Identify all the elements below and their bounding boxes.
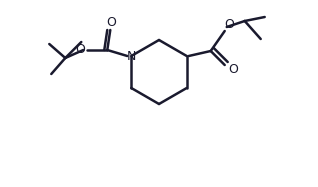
- Text: O: O: [228, 62, 238, 76]
- Text: O: O: [106, 16, 116, 28]
- Text: N: N: [127, 50, 136, 62]
- Text: O: O: [224, 18, 234, 30]
- Text: O: O: [75, 42, 85, 56]
